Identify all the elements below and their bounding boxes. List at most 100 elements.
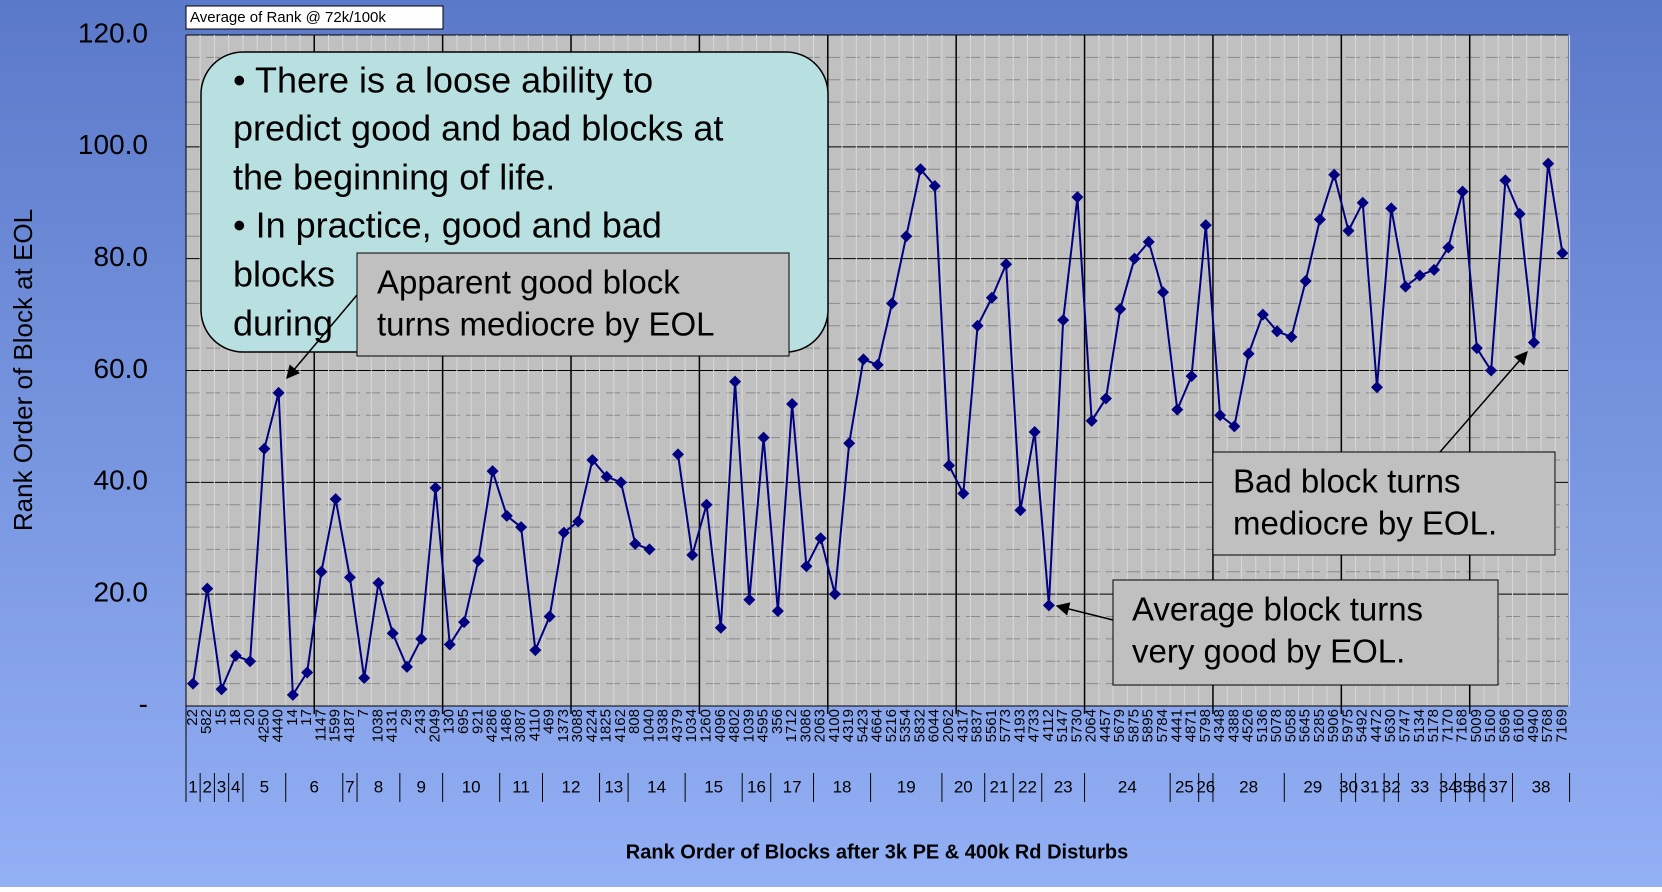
data-point: [1513, 207, 1526, 220]
data-point: [515, 521, 528, 534]
x-tick-label: 5009: [1468, 709, 1485, 742]
x-tick-label: 5747: [1396, 709, 1413, 742]
x-tick-label: 7: [355, 709, 372, 717]
callout-text: Average block turns: [1132, 591, 1423, 628]
summary-text: the beginning of life.: [233, 157, 555, 198]
data-point: [372, 576, 385, 589]
data-point: [1342, 224, 1355, 237]
y-tick-label: -: [139, 688, 148, 719]
data-point: [1313, 213, 1326, 226]
data-point: [1385, 202, 1398, 215]
data-point: [729, 375, 742, 388]
x-tick-label: 130: [441, 709, 458, 734]
x-tick-label: 5975: [1339, 709, 1356, 742]
x-tick-label: 1034: [683, 709, 700, 742]
group-label: 1: [188, 777, 197, 796]
data-point: [1428, 263, 1441, 276]
data-point: [900, 230, 913, 243]
x-tick-label: 6160: [1511, 709, 1528, 742]
x-tick-label: 2064: [1083, 709, 1100, 742]
group-label: 25: [1175, 777, 1194, 796]
summary-text: during: [233, 303, 333, 344]
x-tick-label: 5895: [1140, 709, 1157, 742]
x-tick-label: 4379: [669, 709, 686, 742]
x-tick-label: 5354: [897, 709, 914, 742]
x-tick-label: 1147: [312, 709, 329, 741]
data-point: [629, 537, 642, 550]
x-tick-label: 1712: [783, 709, 800, 742]
x-tick-label: 4441: [1168, 709, 1185, 742]
x-tick-label: 4193: [1011, 709, 1028, 742]
data-point: [343, 571, 356, 584]
x-tick-label: 5630: [1382, 709, 1399, 742]
group-label: 38: [1532, 777, 1551, 796]
data-point: [329, 493, 342, 506]
x-tick-label: 4286: [484, 709, 501, 742]
x-tick-label: 7170: [1439, 709, 1456, 742]
data-point: [315, 565, 328, 578]
data-point: [1071, 191, 1084, 204]
group-label: 26: [1196, 777, 1215, 796]
x-tick-label: 5875: [1125, 709, 1142, 742]
data-point: [572, 515, 585, 528]
x-tick-label: 4940: [1525, 709, 1542, 742]
x-tick-label: 1825: [598, 709, 615, 742]
data-point: [828, 588, 841, 601]
group-label: 37: [1489, 777, 1508, 796]
data-point: [358, 672, 371, 685]
data-point: [771, 604, 784, 617]
x-tick-label: 4096: [712, 709, 729, 742]
data-point: [529, 644, 542, 657]
data-point: [672, 448, 685, 461]
x-tick-label: 4319: [840, 709, 857, 742]
y-tick-label: 40.0: [94, 465, 149, 496]
data-point: [1413, 269, 1426, 282]
data-point: [500, 509, 513, 522]
x-tick-label: 808: [626, 709, 643, 734]
x-tick-label: 5136: [1254, 709, 1271, 742]
x-tick-label: 5178: [1425, 709, 1442, 742]
data-point: [1542, 157, 1555, 170]
data-point: [586, 453, 599, 466]
x-tick-label: 4250: [255, 709, 272, 742]
x-tick-label: 582: [198, 709, 215, 734]
x-tick-label: 5078: [1268, 709, 1285, 742]
group-label: 20: [954, 777, 973, 796]
data-point: [415, 632, 428, 645]
data-point: [1499, 174, 1512, 187]
x-tick-label: 5784: [1154, 709, 1171, 742]
data-point: [1370, 381, 1383, 394]
x-tick-label: 3087: [512, 709, 529, 742]
data-point: [187, 677, 199, 690]
data-point: [1228, 420, 1241, 433]
data-point: [301, 666, 314, 679]
data-point: [1057, 314, 1070, 327]
data-point: [1185, 370, 1198, 383]
y-tick-label: 120.0: [78, 17, 148, 48]
data-point: [429, 481, 442, 494]
x-tick-label: 4871: [1183, 709, 1200, 742]
data-point: [1256, 308, 1269, 321]
group-label: 14: [647, 777, 666, 796]
x-tick-label: 4526: [1240, 709, 1257, 742]
group-label: 8: [374, 777, 383, 796]
data-point: [700, 498, 713, 511]
x-tick-label: 4457: [1097, 709, 1114, 742]
x-tick-label: 3088: [569, 709, 586, 742]
callout-text: mediocre by EOL.: [1233, 505, 1497, 542]
x-tick-label: 4100: [826, 709, 843, 742]
data-point: [885, 297, 898, 310]
x-tick-label: 4131: [384, 709, 401, 742]
x-tick-label: 5160: [1482, 709, 1499, 742]
x-tick-label: 1599: [327, 709, 344, 742]
x-tick-label: 5423: [854, 709, 871, 742]
x-tick-label: 1039: [740, 709, 757, 742]
group-label: 33: [1410, 777, 1429, 796]
data-point: [543, 610, 556, 623]
x-tick-label: 5696: [1496, 709, 1513, 742]
x-tick-label: 22: [184, 709, 201, 726]
x-tick-label: 2063: [812, 709, 829, 742]
group-label: 15: [704, 777, 723, 796]
group-label: 23: [1054, 777, 1073, 796]
